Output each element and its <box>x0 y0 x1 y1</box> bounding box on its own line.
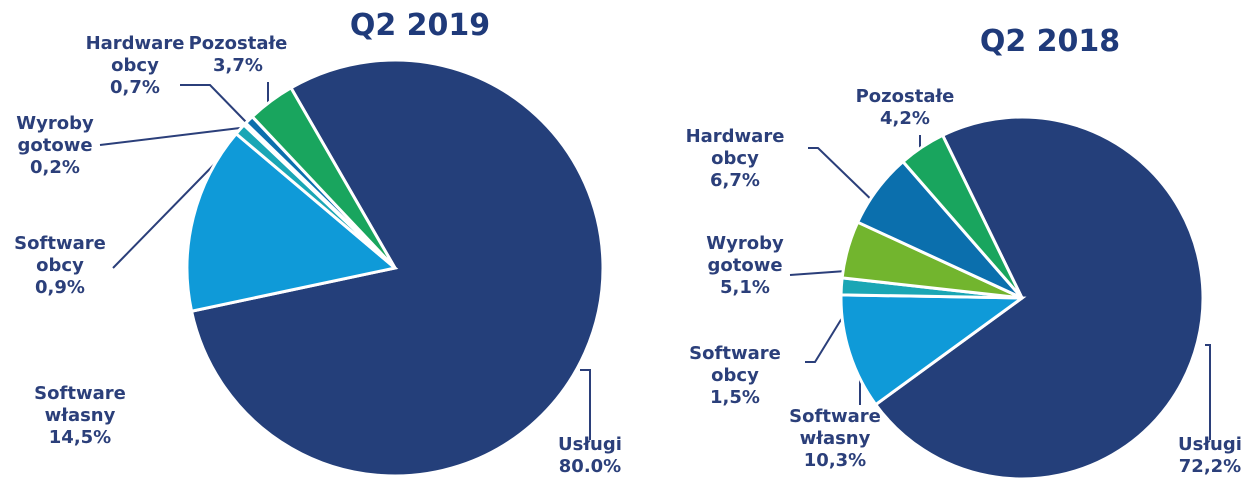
leader-line <box>580 369 591 440</box>
slice-label: Software obcy 0,9% <box>4 233 116 299</box>
value-label: 0,7% <box>110 77 160 98</box>
category-name: Software obcy <box>14 233 106 276</box>
leader-line <box>1205 344 1211 440</box>
slice-label: Usługi 72,2% <box>1154 434 1247 478</box>
value-label: 14,5% <box>48 427 112 448</box>
pie-slice <box>185 131 399 314</box>
category-name: Wyroby gotowe <box>706 233 784 276</box>
value-label: 72,2% <box>1178 456 1242 477</box>
slice-label: Pozostałe 4,2% <box>849 86 961 130</box>
pie-slice <box>250 85 397 270</box>
value-label: 10,3% <box>803 450 867 471</box>
pie-slice <box>900 133 1024 299</box>
slice-label: Hardware obcy 0,7% <box>79 33 191 99</box>
category-name: Software własny <box>34 383 126 426</box>
category-name: Usługi <box>558 434 622 455</box>
pie-slice <box>873 115 1205 481</box>
value-label: 3,7% <box>213 55 263 76</box>
category-name: Hardware obcy <box>685 126 785 169</box>
category-name: Software obcy <box>689 343 781 386</box>
value-label: 5,1% <box>720 277 770 298</box>
value-label: 0,2% <box>30 157 80 178</box>
chart-title: Q2 2018 <box>979 24 1121 59</box>
category-name: Hardware obcy <box>85 33 185 76</box>
value-label: 4,2% <box>880 108 930 129</box>
category-name: Wyroby gotowe <box>16 113 94 156</box>
value-label: 80.0% <box>558 456 622 477</box>
pie-slice <box>839 293 1027 407</box>
leader-lines <box>99 82 1211 440</box>
value-label: 1,5% <box>710 387 760 408</box>
slice-label: Hardware obcy 6,7% <box>679 126 791 192</box>
slice-label: Software obcy 1,5% <box>679 343 791 409</box>
slice-label: Wyroby gotowe 5,1% <box>689 233 801 299</box>
leader-line <box>180 84 247 123</box>
chart-title: Q2 2019 <box>349 8 491 43</box>
leader-line <box>99 127 241 146</box>
slice-label: Usługi 80.0% <box>534 434 646 478</box>
slice-label: Software własny 10,3% <box>779 406 891 472</box>
category-name: Pozostałe <box>188 33 288 54</box>
leader-line <box>805 304 851 363</box>
slice-label: Wyroby gotowe 0,2% <box>0 113 111 179</box>
slice-label: Pozostałe 3,7% <box>182 33 294 77</box>
value-label: 0,9% <box>35 277 85 298</box>
value-label: 6,7% <box>710 170 760 191</box>
category-name: Pozostałe <box>855 86 955 107</box>
category-name: Usługi <box>1178 434 1242 455</box>
leader-line <box>808 147 881 209</box>
category-name: Software własny <box>789 406 881 449</box>
slice-label: Software własny 14,5% <box>24 383 136 449</box>
